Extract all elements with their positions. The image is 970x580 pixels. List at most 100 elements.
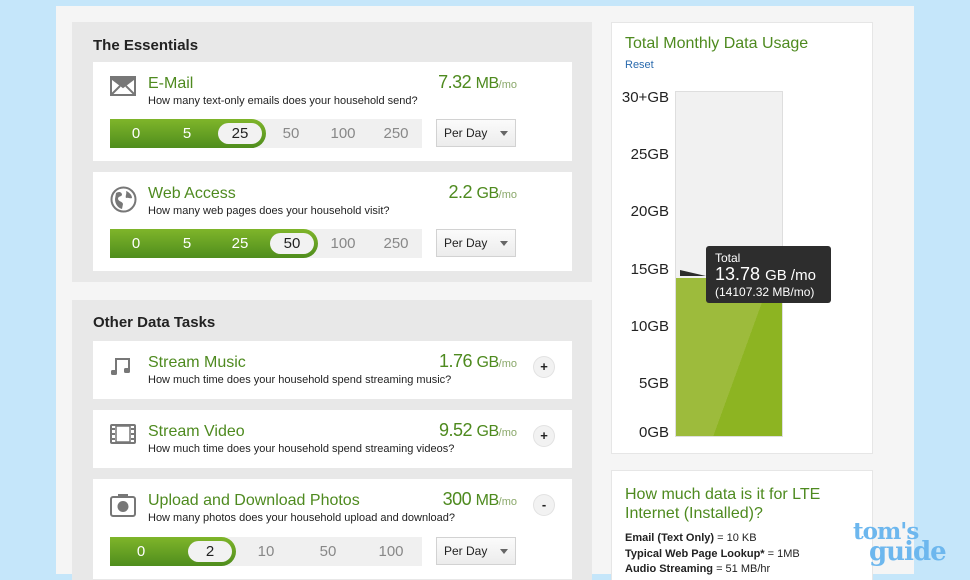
axis-tick: 5GB [638, 375, 669, 392]
expand-video-button[interactable]: + [534, 426, 554, 446]
collapse-photos-button[interactable]: - [534, 495, 554, 515]
amount-unit: GB [476, 423, 500, 440]
watermark-line1: tom's [853, 518, 919, 545]
slider-option[interactable]: 100 [330, 125, 356, 142]
slider-option[interactable]: 25 [231, 235, 249, 252]
expand-music-button[interactable]: + [534, 357, 554, 377]
web-access-question: How many web pages does your household v… [148, 205, 390, 217]
axis-tick: 10GB [630, 318, 669, 335]
amount-unit: GB [476, 354, 500, 371]
tooltip-value: 13.78 GB /mo [715, 265, 822, 285]
caret-down-icon [500, 241, 508, 246]
music-note-icon [110, 356, 136, 382]
stream-video-card: Stream Video How much time does your hou… [93, 410, 572, 468]
stream-music-amount: 1.76 GB/mo [439, 351, 517, 372]
amount-value: 1.76 [438, 351, 473, 371]
amount-per: /mo [498, 496, 517, 508]
info-label: Typical Web Page Lookup* [625, 547, 765, 560]
info-title: How much data is it for LTE Internet (In… [625, 486, 821, 522]
info-label: Email (Text Only) [625, 532, 715, 544]
amount-unit: GB [476, 185, 500, 202]
web-access-card: Web Access How many web pages does your … [93, 172, 572, 271]
tooltip-mb: (14107.32 MB/mo) [715, 285, 815, 299]
slider-option[interactable]: 50 [282, 125, 300, 142]
info-line: Audio Streaming = 51 MB/hr [625, 562, 800, 578]
info-label: Audio Streaming [625, 563, 714, 575]
stream-video-amount: 9.52 GB/mo [439, 420, 517, 441]
slider-knob-selected[interactable]: 50 [270, 233, 314, 254]
total-usage-panel: Total Monthly Data Usage Reset 30+GB 25G… [611, 22, 873, 454]
calculator-page: The Essentials E-Mail How many text-only… [56, 6, 914, 580]
slider-option[interactable]: 100 [330, 235, 356, 252]
reset-link[interactable]: Reset [625, 59, 654, 71]
lte-info-panel: How much data is it for LTE Internet (In… [611, 470, 873, 580]
caret-down-icon [500, 131, 508, 136]
watermark-line2: guide [869, 537, 947, 567]
amount-unit: MB [475, 75, 500, 92]
slider-option[interactable]: 5 [182, 235, 192, 252]
web-access-title: Web Access [148, 185, 236, 202]
essentials-section: The Essentials E-Mail How many text-only… [72, 22, 592, 282]
email-frequency-select[interactable]: Per Day [436, 119, 516, 147]
info-line: Typical Web Page Lookup* = 1MB [625, 547, 800, 563]
select-value: Per Day [444, 544, 488, 558]
usage-title: Total Monthly Data Usage [625, 35, 809, 52]
photos-slider[interactable]: 0 2 10 50 100 [110, 537, 422, 566]
amount-per: /mo [498, 427, 517, 439]
slider-knob-selected[interactable]: 25 [218, 123, 262, 144]
info-value: = 51 MB/hr [713, 563, 771, 575]
amount-per: /mo [498, 189, 517, 201]
amount-value: 7.32 [438, 72, 472, 92]
photos-title: Upload and Download Photos [148, 492, 360, 509]
total-unit: GB /mo [765, 267, 816, 284]
axis-tick: 15GB [630, 261, 669, 278]
slider-option[interactable]: 50 [319, 543, 337, 560]
camera-icon [110, 493, 136, 519]
slider-option[interactable]: 0 [136, 543, 146, 560]
amount-value: 9.52 [438, 420, 473, 440]
photos-question: How many photos does your household uplo… [148, 512, 455, 524]
stream-music-card: Stream Music How much time does your hou… [93, 341, 572, 399]
amount-per: /mo [498, 79, 517, 91]
slider-option[interactable]: 0 [131, 125, 141, 142]
total-value: 13.78 [715, 264, 761, 284]
info-list: Email (Text Only) = 10 KB Typical Web Pa… [625, 531, 800, 578]
photos-frequency-select[interactable]: Per Day [436, 537, 516, 565]
caret-down-icon [500, 549, 508, 554]
stream-music-question: How much time does your household spend … [148, 374, 452, 386]
web-access-frequency-select[interactable]: Per Day [436, 229, 516, 257]
photos-card: Upload and Download Photos How many phot… [93, 479, 572, 579]
web-access-amount: 2.2 GB/mo [448, 182, 517, 203]
globe-icon [110, 186, 137, 213]
amount-value: 2.2 [448, 182, 473, 202]
slider-option[interactable]: 5 [182, 125, 192, 142]
section-title: Other Data Tasks [93, 314, 216, 331]
email-amount: 7.32 MB/mo [438, 72, 517, 93]
email-slider[interactable]: 0 5 25 50 100 250 [110, 119, 422, 148]
axis-tick: 30+GB [621, 89, 669, 106]
tooltip-label: Total [715, 251, 741, 265]
web-access-slider[interactable]: 0 5 25 50 100 250 [110, 229, 422, 258]
slider-option[interactable]: 250 [383, 125, 409, 142]
stream-video-question: How much time does your household spend … [148, 443, 455, 455]
info-value: = 10 KB [714, 532, 757, 544]
email-question: How many text-only emails does your hous… [148, 95, 418, 107]
slider-option[interactable]: 250 [383, 235, 409, 252]
email-title: E-Mail [148, 75, 194, 92]
toms-guide-watermark: tom's guide [853, 518, 947, 567]
info-line: Email (Text Only) = 10 KB [625, 531, 800, 547]
other-tasks-section: Other Data Tasks Stream Music How much t… [72, 300, 592, 580]
select-value: Per Day [444, 126, 488, 140]
film-strip-icon [110, 424, 136, 450]
amount-per: /mo [498, 358, 517, 370]
photos-amount: 300 MB/mo [443, 489, 517, 510]
slider-option[interactable]: 0 [131, 235, 141, 252]
slider-knob-selected[interactable]: 2 [188, 541, 232, 562]
slider-option[interactable]: 100 [378, 543, 404, 560]
amount-unit: MB [475, 492, 500, 509]
email-card: E-Mail How many text-only emails does yo… [93, 62, 572, 161]
amount-value: 300 [442, 489, 472, 509]
select-value: Per Day [444, 236, 488, 250]
slider-option[interactable]: 10 [257, 543, 275, 560]
axis-tick: 20GB [630, 203, 669, 220]
